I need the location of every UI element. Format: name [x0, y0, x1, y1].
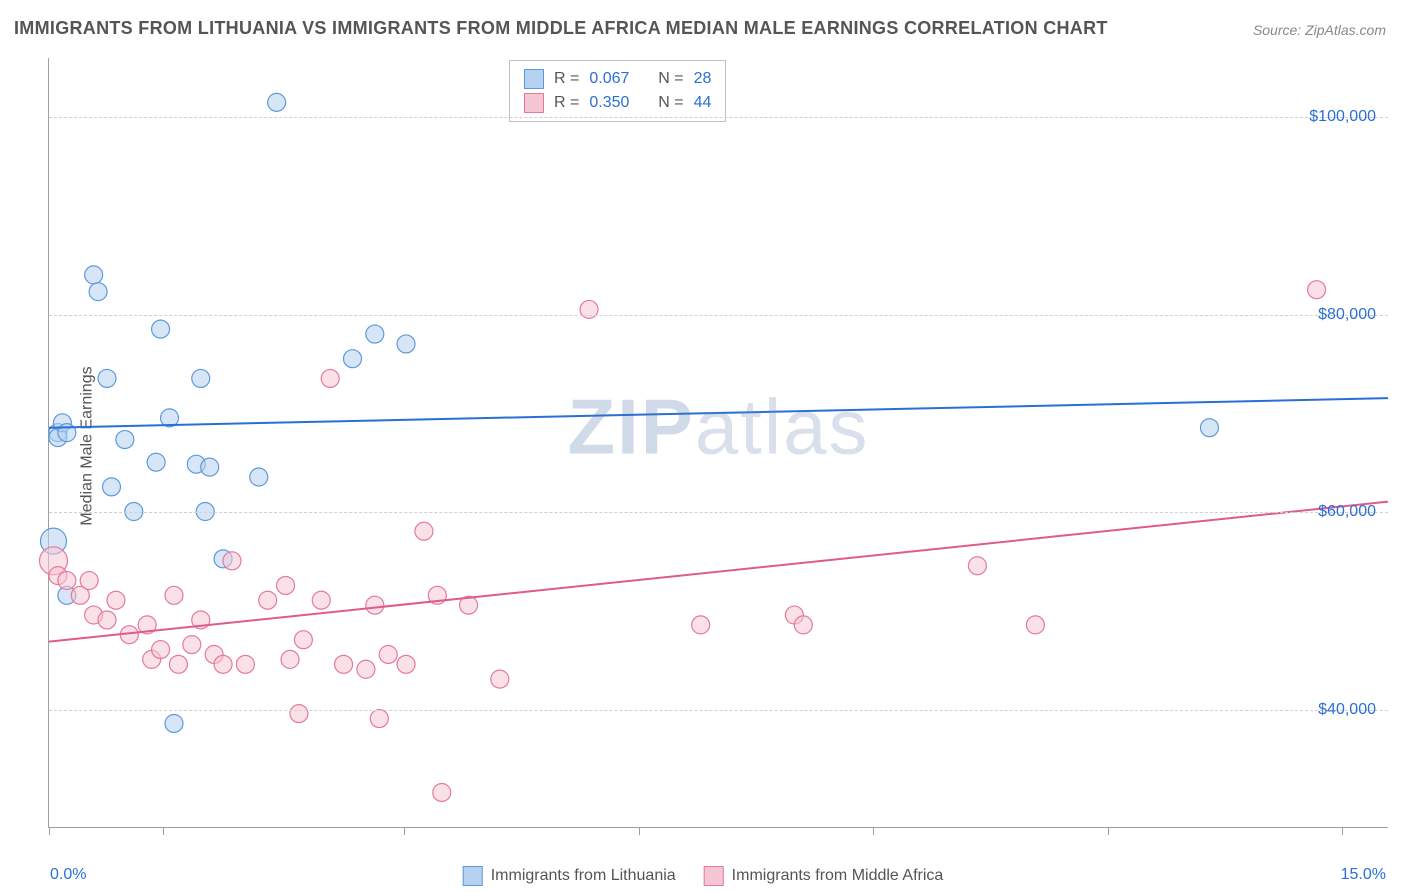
- x-tick: [404, 827, 405, 835]
- data-point-middle_africa: [312, 591, 330, 609]
- trend-line-lithuania: [49, 398, 1388, 428]
- data-point-lithuania: [98, 369, 116, 387]
- data-point-lithuania: [147, 453, 165, 471]
- y-tick-label: $100,000: [1309, 108, 1376, 126]
- r-value-lithuania: 0.067: [589, 67, 629, 91]
- data-point-middle_africa: [281, 650, 299, 668]
- x-tick: [49, 827, 50, 835]
- data-point-middle_africa: [794, 616, 812, 634]
- plot-area: ZIPatlas R = 0.067 N = 28 R = 0.350 N = …: [48, 58, 1388, 828]
- data-point-middle_africa: [169, 655, 187, 673]
- data-point-lithuania: [397, 335, 415, 353]
- data-point-middle_africa: [357, 660, 375, 678]
- data-point-middle_africa: [370, 710, 388, 728]
- data-point-middle_africa: [236, 655, 254, 673]
- data-point-middle_africa: [98, 611, 116, 629]
- data-point-lithuania: [344, 350, 362, 368]
- legend-swatch-lithuania: [463, 866, 483, 886]
- data-point-middle_africa: [259, 591, 277, 609]
- data-point-lithuania: [102, 478, 120, 496]
- legend-swatch-middle-africa: [704, 866, 724, 886]
- stats-legend-box: R = 0.067 N = 28 R = 0.350 N = 44: [509, 60, 726, 122]
- data-point-middle_africa: [107, 591, 125, 609]
- data-point-lithuania: [1200, 419, 1218, 437]
- data-point-lithuania: [201, 458, 219, 476]
- data-point-lithuania: [250, 468, 268, 486]
- x-tick: [1342, 827, 1343, 835]
- data-point-middle_africa: [433, 784, 451, 802]
- gridline-h: [49, 512, 1388, 513]
- data-point-middle_africa: [165, 586, 183, 604]
- r-value-middle-africa: 0.350: [589, 91, 629, 115]
- swatch-lithuania: [524, 69, 544, 89]
- data-point-middle_africa: [183, 636, 201, 654]
- legend-item-middle-africa: Immigrants from Middle Africa: [704, 866, 944, 886]
- data-point-middle_africa: [152, 641, 170, 659]
- data-point-middle_africa: [58, 572, 76, 590]
- r-label: R =: [554, 67, 579, 91]
- y-tick-label: $80,000: [1318, 306, 1376, 324]
- data-point-middle_africa: [968, 557, 986, 575]
- gridline-h: [49, 315, 1388, 316]
- data-point-middle_africa: [415, 522, 433, 540]
- legend-item-lithuania: Immigrants from Lithuania: [463, 866, 676, 886]
- x-tick: [163, 827, 164, 835]
- source-attribution: Source: ZipAtlas.com: [1253, 22, 1386, 38]
- y-tick-label: $40,000: [1318, 701, 1376, 719]
- data-point-middle_africa: [692, 616, 710, 634]
- data-point-middle_africa: [80, 572, 98, 590]
- data-point-lithuania: [366, 325, 384, 343]
- stats-row-middle-africa: R = 0.350 N = 44: [524, 91, 711, 115]
- data-point-lithuania: [268, 93, 286, 111]
- scatter-svg: [49, 58, 1388, 827]
- x-tick: [873, 827, 874, 835]
- data-point-middle_africa: [580, 300, 598, 318]
- data-point-middle_africa: [397, 655, 415, 673]
- x-tick: [1108, 827, 1109, 835]
- x-axis-max-label: 15.0%: [1341, 866, 1386, 884]
- r-label: R =: [554, 91, 579, 115]
- legend-label-lithuania: Immigrants from Lithuania: [491, 867, 676, 885]
- data-point-middle_africa: [321, 369, 339, 387]
- data-point-middle_africa: [223, 552, 241, 570]
- data-point-middle_africa: [294, 631, 312, 649]
- gridline-h: [49, 117, 1388, 118]
- swatch-middle-africa: [524, 93, 544, 113]
- n-label: N =: [658, 91, 683, 115]
- data-point-lithuania: [116, 431, 134, 449]
- data-point-middle_africa: [214, 655, 232, 673]
- x-axis-min-label: 0.0%: [50, 866, 86, 884]
- y-tick-label: $60,000: [1318, 503, 1376, 521]
- legend-label-middle-africa: Immigrants from Middle Africa: [732, 867, 944, 885]
- data-point-middle_africa: [1308, 281, 1326, 299]
- data-point-lithuania: [152, 320, 170, 338]
- data-point-middle_africa: [335, 655, 353, 673]
- chart-title: IMMIGRANTS FROM LITHUANIA VS IMMIGRANTS …: [14, 18, 1108, 39]
- n-value-lithuania: 28: [694, 67, 712, 91]
- n-value-middle-africa: 44: [694, 91, 712, 115]
- data-point-lithuania: [165, 714, 183, 732]
- trend-line-middle_africa: [49, 502, 1388, 642]
- data-point-middle_africa: [366, 596, 384, 614]
- x-tick: [639, 827, 640, 835]
- gridline-h: [49, 710, 1388, 711]
- bottom-legend: Immigrants from Lithuania Immigrants fro…: [463, 866, 944, 886]
- data-point-middle_africa: [1026, 616, 1044, 634]
- data-point-middle_africa: [379, 645, 397, 663]
- stats-row-lithuania: R = 0.067 N = 28: [524, 67, 711, 91]
- n-label: N =: [658, 67, 683, 91]
- data-point-middle_africa: [491, 670, 509, 688]
- data-point-lithuania: [89, 283, 107, 301]
- data-point-middle_africa: [277, 576, 295, 594]
- data-point-middle_africa: [290, 705, 308, 723]
- data-point-lithuania: [192, 369, 210, 387]
- data-point-lithuania: [85, 266, 103, 284]
